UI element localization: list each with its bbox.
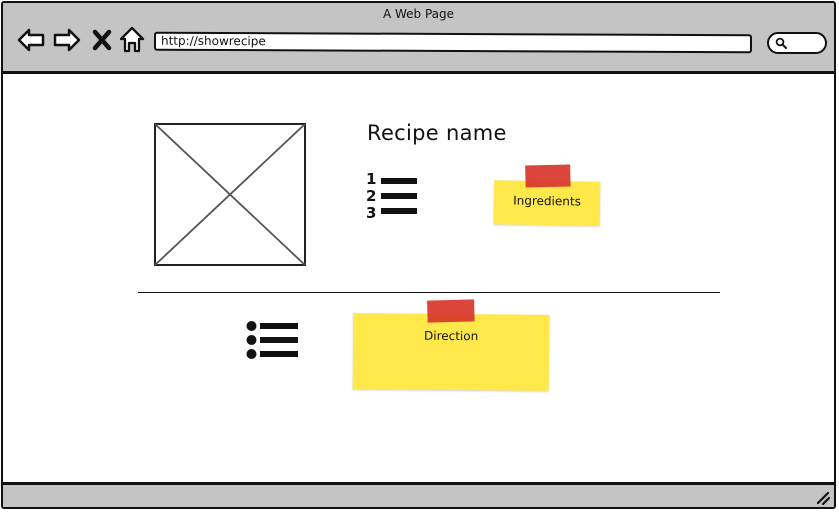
back-arrow-icon[interactable] — [16, 25, 46, 55]
resize-grip-icon[interactable] — [814, 489, 830, 505]
svg-text:3: 3 — [366, 204, 376, 220]
search-icon — [775, 37, 787, 49]
home-icon[interactable] — [118, 25, 146, 55]
ordered-list-icon: 1 2 3 — [366, 170, 417, 220]
forward-arrow-icon[interactable] — [52, 25, 82, 55]
close-icon[interactable] — [90, 25, 114, 55]
status-bar — [3, 482, 834, 507]
recipe-name-heading: Recipe name — [367, 121, 507, 145]
section-divider — [138, 292, 720, 293]
ingredients-label: Ingredients — [513, 193, 581, 209]
search-field[interactable] — [767, 32, 827, 54]
ingredients-sticky-note: Ingredients — [493, 164, 601, 226]
direction-sticky-note: Direction — [352, 299, 550, 391]
browser-toolbar: A Web Page http://showrecipe — [3, 3, 834, 74]
tape-strip — [427, 299, 475, 323]
window-title: A Web Page — [382, 7, 455, 21]
svg-text:1: 1 — [366, 170, 376, 188]
address-bar-input[interactable]: http://showrecipe — [153, 31, 753, 54]
image-placeholder-icon — [154, 123, 306, 266]
recipe-image-placeholder — [154, 123, 306, 266]
svg-text:2: 2 — [366, 187, 376, 205]
direction-label: Direction — [423, 328, 479, 344]
bullet-list-icon — [246, 321, 298, 359]
tape-strip — [525, 164, 571, 188]
